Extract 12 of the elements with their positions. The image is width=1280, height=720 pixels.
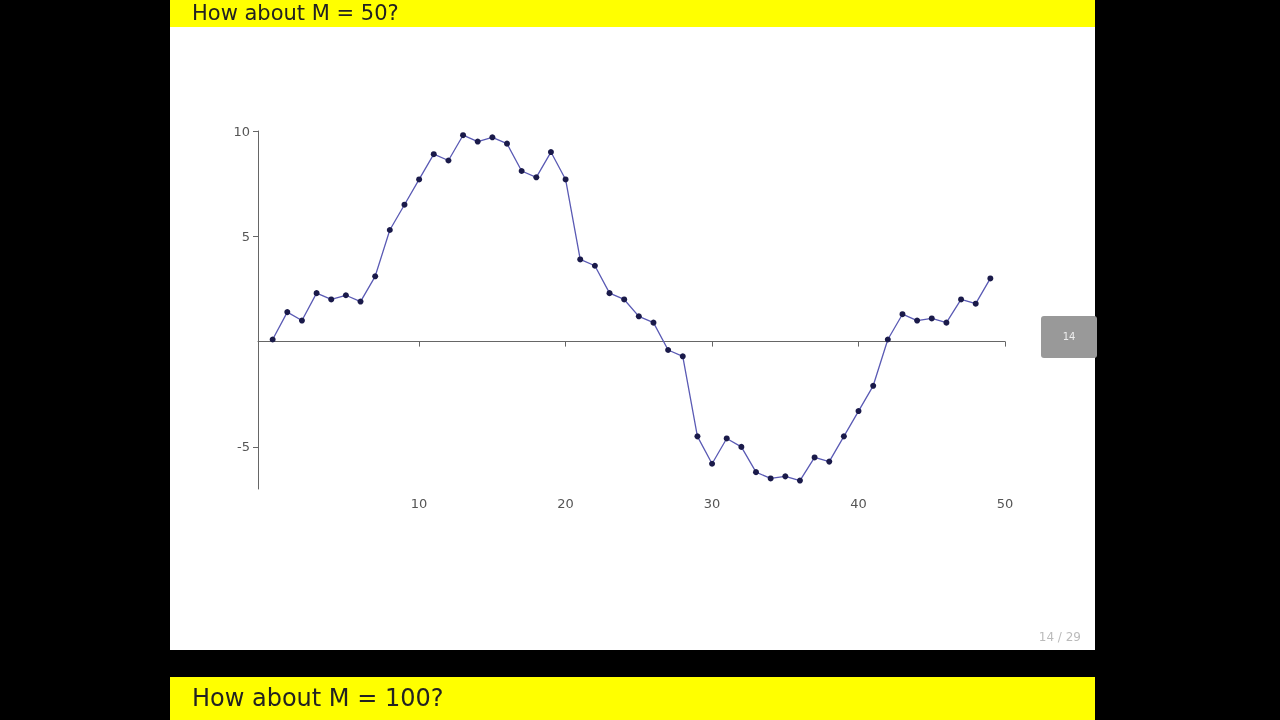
x-tick-label: 40: [850, 496, 867, 511]
text: 14: [1041, 316, 1097, 358]
y-tick-label: 5: [241, 228, 250, 244]
x-tick-label: 10: [410, 496, 428, 511]
y-tick-label: 10: [233, 123, 250, 139]
x-tick-label: 50: [996, 496, 1014, 511]
x-tick-label: 30: [703, 496, 721, 511]
x-tick-label: 20: [557, 496, 574, 511]
text: How about M = 100?: [170, 677, 1095, 720]
y-tick-label: -5: [237, 439, 250, 455]
chart-title: How about M = 50?: [170, 0, 1095, 27]
text: 14 / 29: [1038, 630, 1081, 644]
